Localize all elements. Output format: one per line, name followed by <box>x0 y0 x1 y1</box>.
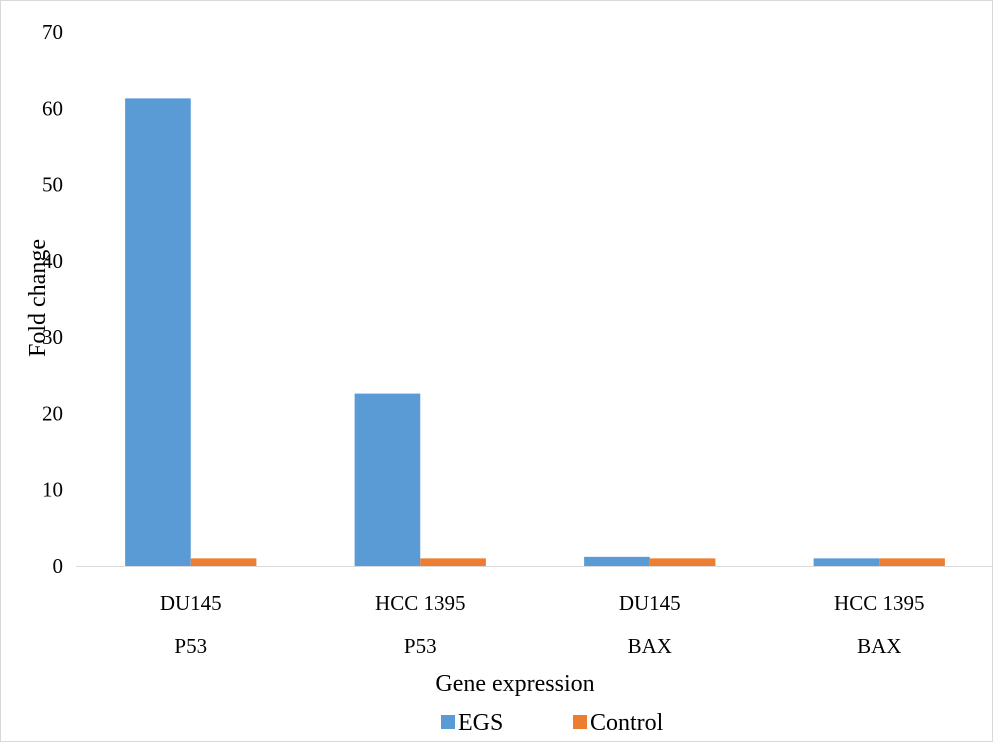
y-tick-label: 0 <box>53 554 64 578</box>
y-axis-ticks: 0 10 20 30 40 50 60 70 <box>42 20 63 578</box>
bar-control-4 <box>879 558 945 566</box>
y-tick-label: 10 <box>42 478 63 502</box>
bar-egs-4 <box>813 558 880 566</box>
bar-egs-3 <box>584 556 650 566</box>
y-tick-label: 70 <box>42 20 63 44</box>
y-tick-label: 50 <box>42 173 63 197</box>
bar-control-1 <box>190 558 257 566</box>
legend: EGS Control <box>441 710 664 736</box>
legend-label-control: Control <box>590 710 664 736</box>
y-axis-title: Fold change <box>25 239 51 357</box>
x-category-sample-label: DU145 <box>619 591 681 615</box>
bar-control-2 <box>420 558 486 566</box>
x-axis-title: Gene expression <box>435 671 594 697</box>
y-tick-label: 60 <box>42 96 63 120</box>
x-category-gene-label: BAX <box>857 634 901 658</box>
legend-label-egs: EGS <box>458 710 503 736</box>
legend-swatch-egs <box>441 715 455 729</box>
x-category-sample-label: HCC 1395 <box>834 591 924 615</box>
legend-swatch-control <box>573 715 587 729</box>
x-category-sample-label: HCC 1395 <box>375 591 465 615</box>
bar-control-3 <box>649 558 716 566</box>
bar-egs-1 <box>125 98 191 567</box>
x-category-gene-label: P53 <box>174 634 207 658</box>
y-tick-label: 40 <box>42 249 63 273</box>
y-tick-label: 30 <box>42 325 63 349</box>
x-category-gene-label: P53 <box>404 634 437 658</box>
x-axis-category-labels: DU145 P53 HCC 1395 P53 DU145 BAX HCC 1395 BAX <box>160 591 925 658</box>
bar-egs-2 <box>354 393 421 566</box>
x-category-sample-label: DU145 <box>160 591 222 615</box>
bars <box>125 98 945 567</box>
x-category-gene-label: BAX <box>628 634 672 658</box>
y-tick-label: 20 <box>42 401 63 425</box>
